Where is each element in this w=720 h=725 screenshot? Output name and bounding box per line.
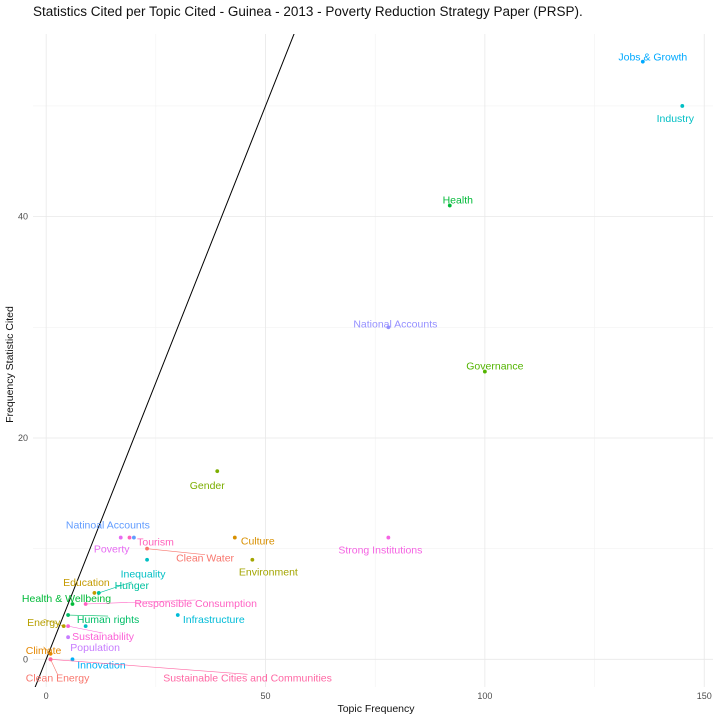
label-leader-line	[68, 625, 104, 634]
y-tick-label: 0	[23, 654, 28, 664]
x-axis-label: Topic Frequency	[337, 703, 415, 715]
data-point	[127, 535, 132, 540]
data-point-label: Clean Water	[176, 553, 234, 565]
label-leader-line	[43, 646, 51, 655]
data-point	[70, 602, 75, 606]
major-grid	[33, 34, 713, 687]
label-leader-line	[50, 659, 58, 675]
data-point	[175, 613, 180, 617]
data-point	[640, 59, 645, 64]
x-tick-label: 0	[44, 691, 49, 701]
data-point-label: Culture	[241, 536, 275, 548]
data-point	[680, 104, 685, 108]
data-point-label: Responsible Consumption	[134, 598, 257, 610]
data-point-label: Poverty	[94, 544, 130, 556]
data-point	[118, 535, 123, 540]
data-point-label: Industry	[657, 113, 695, 125]
data-point-label: Environment	[239, 567, 298, 579]
data-point-label: Hunger	[115, 580, 150, 592]
data-labels: Jobs & Growth Industry Health National Acco…	[22, 52, 695, 685]
data-point-label: Clean Energy	[26, 672, 90, 684]
label-leader-line	[85, 599, 196, 605]
data-point-label: Health & Wellbeing	[22, 593, 111, 605]
data-point	[83, 624, 88, 629]
data-point-label: Sustainability	[72, 631, 135, 643]
data-point	[92, 591, 97, 595]
data-point	[70, 657, 75, 662]
label-leader-line	[68, 614, 109, 617]
data-point	[386, 325, 391, 330]
data-point	[145, 546, 149, 551]
data-point-label: Strong Institutions	[338, 545, 422, 557]
reference-line	[34, 34, 295, 687]
data-point-label: Sustainable Cities and Communities	[163, 672, 332, 684]
data-point-label: Climate	[26, 645, 62, 657]
data-point-label: Health	[443, 195, 474, 207]
data-point-label: Education	[63, 577, 110, 589]
data-point	[145, 557, 149, 562]
data-point	[66, 635, 70, 640]
data-point-label: Tourism	[137, 537, 174, 549]
data-point	[250, 557, 255, 562]
data-point	[48, 657, 53, 662]
chart-title: Statistics Cited per Topic Cited - Guine…	[33, 4, 583, 19]
data-point-label: Gender	[190, 480, 226, 492]
data-point-label: National Accounts	[353, 318, 437, 330]
data-point	[132, 535, 136, 540]
x-tick-label: 100	[477, 691, 492, 701]
data-point	[66, 624, 70, 629]
data-point-label: Jobs & Growth	[618, 52, 687, 64]
data-point	[482, 369, 487, 374]
y-axis-label: Frequency Statistic Cited	[4, 306, 16, 423]
y-tick-label: 40	[18, 212, 28, 222]
data-point-label: Population	[70, 642, 120, 654]
data-point-label: Governance	[466, 361, 523, 373]
data-point	[215, 469, 220, 474]
data-point	[386, 535, 391, 540]
label-leader-line	[50, 659, 248, 675]
label-leader-line	[98, 581, 132, 594]
data-point-label: Human rights	[77, 614, 139, 626]
data-point-label: Infrastructure	[183, 614, 245, 626]
x-tick-label: 50	[261, 691, 271, 701]
y-tick-label: 20	[18, 433, 28, 443]
label-leader-line	[147, 548, 206, 555]
data-point	[447, 203, 452, 208]
data-point-label: Innovation	[77, 659, 126, 671]
x-tick-label: 150	[697, 691, 712, 701]
label-leader-line	[43, 618, 64, 627]
data-point-label: Inequality	[121, 569, 167, 581]
data-point	[232, 535, 237, 540]
data-point-label: Natinoal Accounts	[66, 520, 150, 532]
data-point-label: Energy	[27, 617, 61, 629]
